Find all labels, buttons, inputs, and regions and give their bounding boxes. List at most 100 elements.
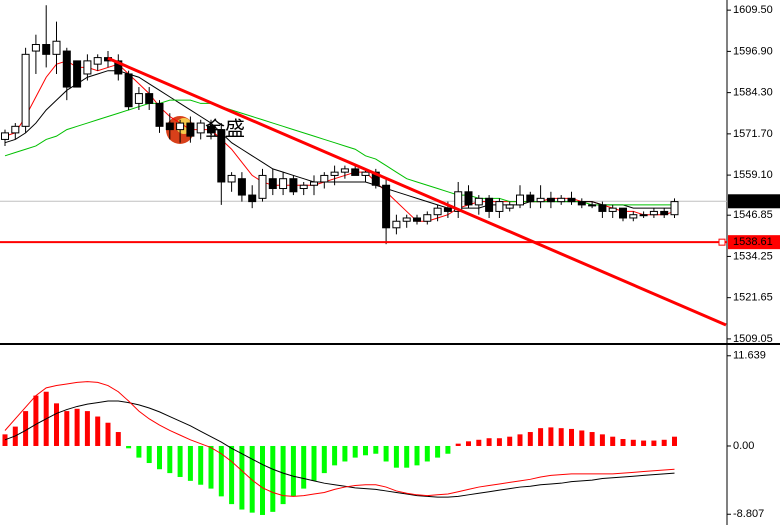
price-label: 1538.61	[733, 236, 773, 248]
candle-body	[207, 125, 215, 134]
candle-body	[670, 201, 679, 216]
candle-body	[639, 214, 648, 217]
histogram-bar	[486, 438, 492, 446]
candle-body	[196, 122, 205, 134]
histogram-bar	[455, 443, 461, 446]
candle-body	[31, 44, 40, 52]
candle-body	[330, 171, 339, 176]
candle-body	[134, 93, 143, 104]
candle-body	[526, 194, 535, 203]
candle-body	[546, 197, 555, 203]
candle-body	[73, 60, 82, 88]
candle-body	[268, 178, 277, 190]
histogram-bar	[383, 445, 389, 462]
candle-body	[382, 184, 391, 229]
candle-body	[289, 178, 298, 193]
candle-body	[423, 214, 432, 222]
histogram-bar	[157, 445, 162, 470]
histogram-bar	[2, 434, 8, 446]
candle-body	[619, 207, 627, 219]
histogram-bar	[672, 436, 677, 446]
candle-body	[495, 201, 504, 212]
candle-body	[577, 201, 586, 206]
price-label-box	[728, 235, 780, 250]
histogram-bar	[599, 434, 605, 446]
histogram-bar	[126, 445, 132, 449]
candle-body	[310, 181, 318, 186]
y-tick-label: 1559.10	[733, 169, 773, 181]
price-label: 1551.10	[733, 195, 773, 207]
histogram-bar	[517, 434, 523, 446]
histogram-bar	[270, 445, 276, 512]
candle-body	[248, 194, 257, 203]
candle-body	[629, 214, 638, 219]
candle-body	[402, 217, 411, 222]
indicator-line	[4, 381, 675, 497]
histogram-bar	[136, 445, 142, 458]
candle-body	[588, 204, 597, 207]
candle-body	[392, 220, 401, 229]
histogram-bar	[620, 439, 626, 446]
candle-body	[279, 178, 288, 190]
histogram-bar	[569, 428, 574, 446]
histogram-bar	[23, 411, 29, 446]
price-label-box	[728, 194, 780, 209]
histogram-bar	[630, 439, 636, 446]
candle-body	[608, 207, 617, 212]
histogram-bar	[538, 428, 544, 446]
candle-body	[114, 60, 123, 75]
histogram-bar	[445, 445, 451, 454]
histogram-bar	[342, 445, 348, 462]
y-tick-label: 0.00	[733, 440, 754, 452]
candle-body	[11, 125, 20, 134]
indicator-line	[4, 400, 675, 498]
histogram-bar	[610, 436, 616, 446]
candle-body	[454, 191, 463, 212]
candle-body	[516, 194, 524, 206]
histogram-bar	[95, 416, 101, 446]
y-tick-label: 1571.70	[733, 128, 773, 140]
histogram-bar	[579, 430, 585, 446]
histogram-bar	[414, 445, 420, 466]
candle-body	[649, 210, 658, 216]
histogram-bar	[373, 445, 379, 454]
candle-body	[340, 168, 349, 173]
histogram-bar	[311, 445, 317, 481]
histogram-bar	[496, 438, 502, 446]
candle-body	[42, 44, 51, 55]
histogram-bar	[363, 445, 368, 456]
candle-body	[227, 174, 236, 183]
histogram-bar	[393, 445, 399, 468]
candle-body	[320, 174, 329, 183]
y-tick-label: 1534.25	[733, 250, 773, 262]
candle-body	[413, 217, 421, 222]
histogram-bar	[105, 422, 111, 446]
y-tick-label: 1596.90	[733, 45, 773, 57]
watermark-text: 金盛	[205, 117, 245, 140]
histogram-bar	[167, 445, 173, 474]
candle-body	[1, 132, 9, 140]
candle-body	[464, 191, 473, 206]
trend-line	[107, 56, 727, 327]
histogram-bar	[548, 427, 554, 446]
histogram-bar	[558, 428, 564, 446]
candle-body	[165, 122, 174, 131]
candle-body	[371, 171, 380, 186]
histogram-bar	[177, 445, 183, 477]
candle-body	[258, 174, 267, 199]
y-tick-label: 11.639	[733, 350, 766, 362]
histogram-bar	[64, 411, 70, 446]
histogram-bar	[527, 432, 533, 446]
histogram-bar	[589, 432, 595, 446]
candle-body	[567, 197, 576, 203]
histogram-bar	[352, 445, 358, 458]
histogram-bar	[424, 445, 430, 462]
candle-body	[443, 207, 452, 212]
histogram-bar	[249, 445, 255, 513]
candle-body	[485, 197, 494, 212]
histogram-bar	[84, 411, 90, 446]
histogram-bar	[301, 445, 307, 489]
